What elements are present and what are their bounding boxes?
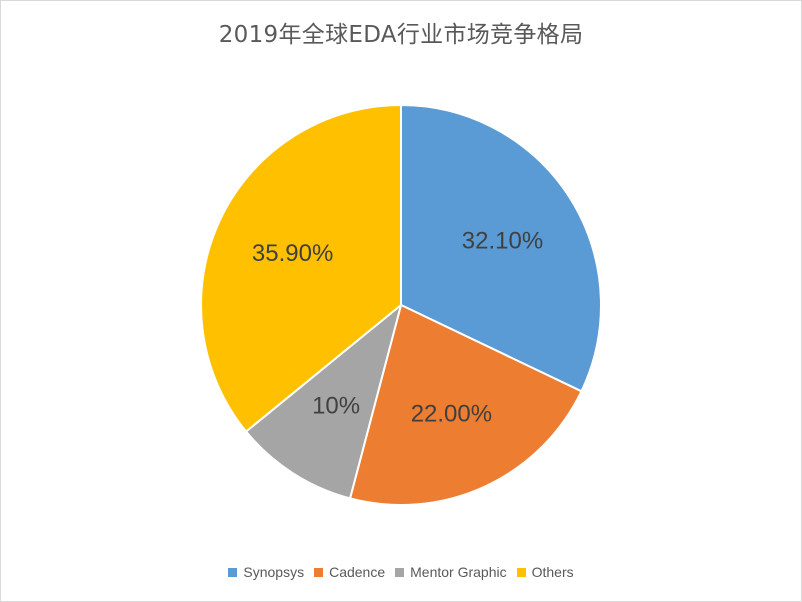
data-label-cadence: 22.00% — [411, 400, 492, 427]
legend-swatch — [314, 567, 324, 577]
data-label-mentor-graphic: 10% — [312, 392, 360, 419]
pie-slice-synopsys — [400, 104, 602, 393]
legend-item-synopsys: Synopsys — [228, 564, 304, 580]
legend-item-others: Others — [516, 564, 574, 580]
legend-label: Synopsys — [243, 564, 305, 580]
legend-swatch — [395, 567, 405, 577]
pie-slice-cadence — [349, 304, 583, 506]
legend-label: Mentor Graphic — [410, 564, 507, 580]
legend-swatch — [228, 567, 238, 577]
chart-title: 2019年全球EDA行业市场竞争格局 — [218, 22, 584, 48]
legend-item-cadence: Cadence — [314, 564, 385, 580]
pie-data-labels: 32.10% 22.00% 10% 35.90% — [252, 228, 543, 428]
data-label-synopsys: 32.10% — [462, 228, 543, 255]
chart-legend: Synopsys Cadence Mentor Graphic Others — [1, 564, 801, 580]
pie-slice-mentor-graphic — [245, 304, 402, 500]
pie-slices — [200, 104, 602, 506]
legend-label: Others — [531, 564, 574, 580]
legend-swatch — [516, 567, 526, 577]
data-label-others: 35.90% — [252, 240, 333, 267]
pie-slice-others — [200, 104, 402, 433]
legend-label: Cadence — [329, 564, 386, 580]
legend-item-mentor-graphic: Mentor Graphic — [395, 564, 507, 580]
